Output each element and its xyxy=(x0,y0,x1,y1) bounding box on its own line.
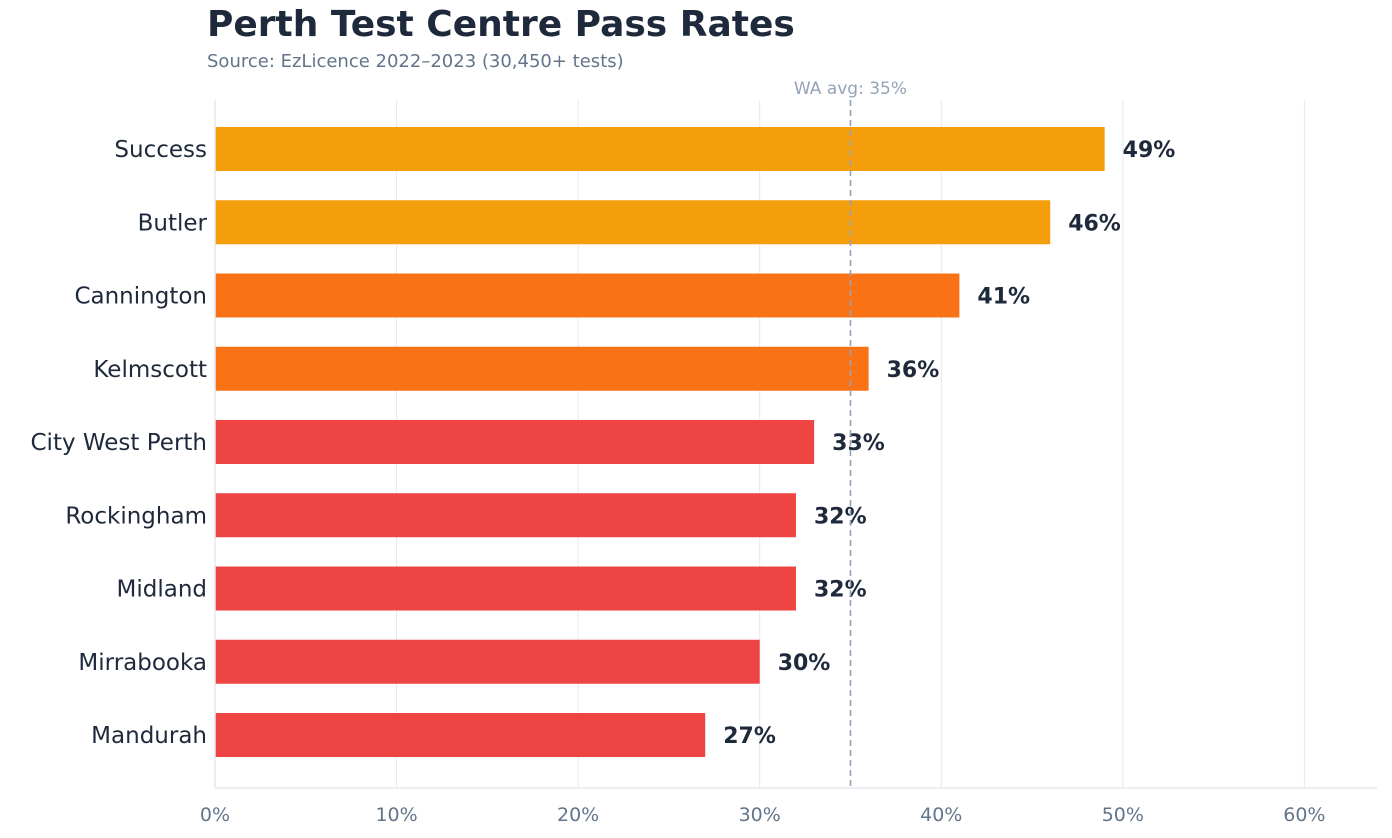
category-label: City West Perth xyxy=(31,430,208,456)
bar xyxy=(215,566,796,611)
reference-line-label: WA avg: 35% xyxy=(794,79,907,99)
value-label: 36% xyxy=(887,358,940,383)
x-tick-label: 40% xyxy=(920,804,962,826)
value-label: 30% xyxy=(778,651,831,676)
category-label: Cannington xyxy=(74,284,207,310)
x-tick-label: 20% xyxy=(557,804,599,826)
x-tick-label: 60% xyxy=(1283,804,1325,826)
x-tick-label: 10% xyxy=(375,804,417,826)
bar xyxy=(215,420,815,464)
chart-subtitle: Source: EzLicence 2022–2023 (30,450+ tes… xyxy=(207,51,624,72)
x-tick-label: 50% xyxy=(1102,804,1144,826)
value-label: 32% xyxy=(814,578,867,603)
value-label: 49% xyxy=(1123,138,1176,163)
category-label: Kelmscott xyxy=(93,357,207,383)
category-label: Success xyxy=(114,137,207,163)
bar xyxy=(215,273,960,318)
x-tick-label: 30% xyxy=(739,804,781,826)
category-label: Butler xyxy=(138,210,208,236)
value-label: 27% xyxy=(723,724,776,749)
value-label: 46% xyxy=(1068,211,1121,236)
value-label: 32% xyxy=(814,504,867,529)
category-label: Mirrabooka xyxy=(78,650,207,676)
bar xyxy=(215,346,869,391)
value-label: 41% xyxy=(977,285,1030,310)
bar xyxy=(215,493,796,538)
bar xyxy=(215,127,1105,171)
category-label: Mandurah xyxy=(91,723,207,749)
category-label: Midland xyxy=(117,577,208,603)
value-label: 33% xyxy=(832,431,885,456)
bar xyxy=(215,639,760,684)
chart-title: Perth Test Centre Pass Rates xyxy=(207,4,795,45)
category-label: Rockingham xyxy=(65,503,207,529)
bar xyxy=(215,713,706,757)
x-tick-label: 0% xyxy=(200,804,230,826)
bar xyxy=(215,200,1051,245)
